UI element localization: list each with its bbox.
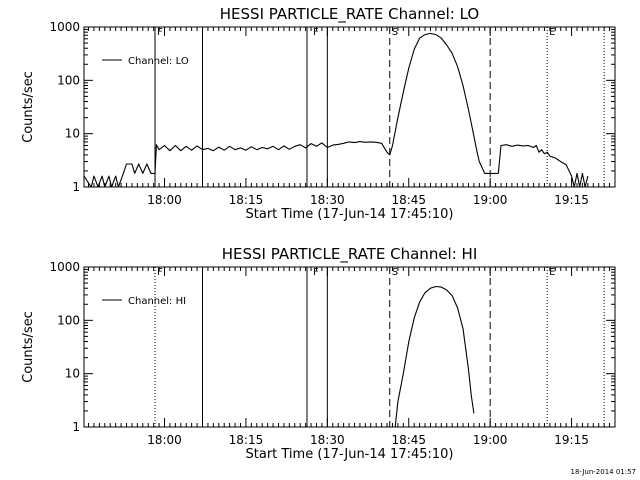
chart-0-legend-label: Channel: LO (128, 56, 189, 67)
chart-1-flag-label: E (549, 267, 555, 278)
chart-0-x-tick-label: 18:30 (310, 193, 345, 207)
chart-1-series-line (394, 285, 475, 428)
chart-1-x-tick-label: 19:15 (554, 433, 589, 447)
chart-1-x-tick-label: 18:15 (229, 433, 264, 447)
chart-0-plot-frame (83, 26, 616, 188)
chart-1-x-tick-label: 18:00 (147, 433, 182, 447)
plot-timestamp: 18-Jun-2014 01:57 (571, 468, 637, 476)
chart-0-y-tick-label: 100 (57, 73, 80, 87)
chart-0-y-tick-label: 1 (72, 180, 80, 194)
chart-0-x-tick-label: 19:15 (554, 193, 589, 207)
chart-0-y-tick-label: 1000 (49, 20, 80, 34)
chart-0-x-tick-label: 18:15 (229, 193, 264, 207)
chart-1-title: HESSI PARTICLE_RATE Channel: HI (222, 245, 478, 264)
chart-1-y-tick-label: 1 (72, 420, 80, 434)
chart-1-y-axis-label: Counts/sec (21, 311, 36, 383)
chart-0-x-tick-label: 18:45 (391, 193, 426, 207)
chart-1-y-tick-label: 100 (57, 313, 80, 327)
hi-channel-chart: HESSI PARTICLE_RATE Channel: HI 1 10 100 100… (21, 245, 616, 462)
chart-0-title: HESSI PARTICLE_RATE Channel: LO (220, 5, 479, 24)
chart-0-y-tick-label: 10 (65, 127, 80, 141)
chart-0-x-tick-label: 18:00 (147, 193, 182, 207)
chart-1-y-tick-label: 10 (65, 367, 80, 381)
chart-0-flag-label: S (392, 27, 398, 38)
chart-1-flag-label: F (313, 267, 319, 278)
lo-channel-chart: HESSI PARTICLE_RATE Channel: LO 1 10 100 100… (21, 5, 616, 222)
chart-0-y-axis-label: Counts/sec (21, 71, 36, 143)
chart-0-flag-label: F (313, 27, 319, 38)
chart-1-x-axis-label: Start Time (17-Jun-14 17:45:10) (246, 447, 454, 462)
chart-0-x-tick-label: 19:00 (473, 193, 508, 207)
chart-1-plot-frame (83, 266, 616, 428)
chart-0-series-line (83, 32, 589, 188)
chart-0-x-axis-label: Start Time (17-Jun-14 17:45:10) (246, 207, 454, 222)
chart-0-flag-label: F (157, 27, 163, 38)
chart-1-x-tick-label: 18:45 (391, 433, 426, 447)
chart-1-x-tick-label: 19:00 (473, 433, 508, 447)
chart-1-legend-label: Channel: HI (128, 296, 186, 307)
chart-1-y-tick-label: 1000 (49, 260, 80, 274)
chart-1-flag-label: F (157, 267, 163, 278)
chart-0-flag-label: E (549, 27, 555, 38)
chart-1-flag-label: S (392, 267, 398, 278)
chart-1-x-tick-label: 18:30 (310, 433, 345, 447)
